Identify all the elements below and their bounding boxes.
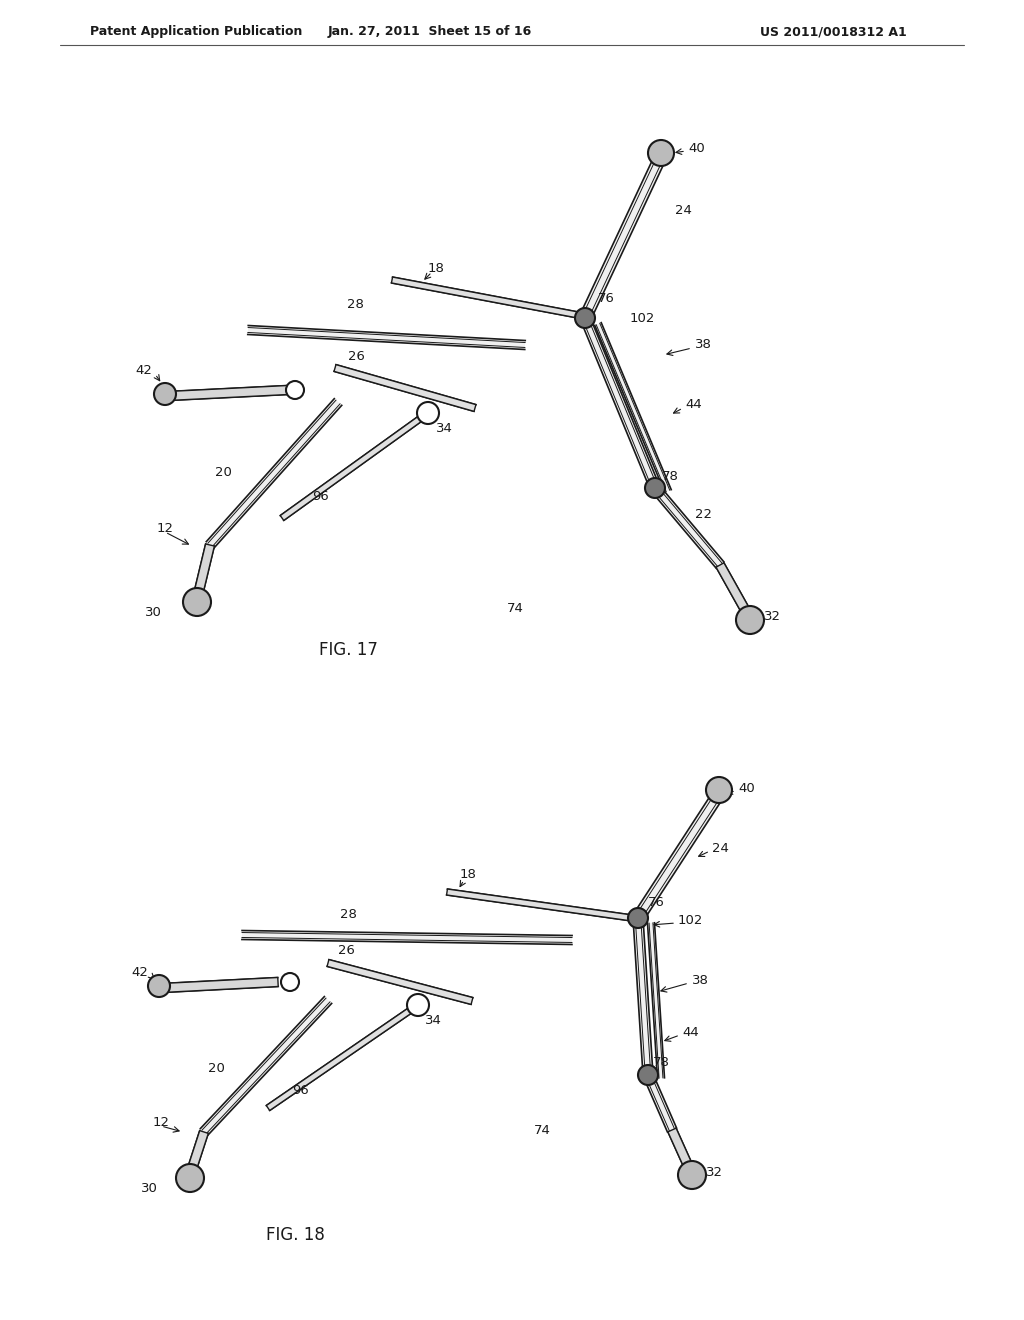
Text: 102: 102 [678,913,703,927]
Text: 42: 42 [131,965,148,978]
Polygon shape [206,399,342,548]
Polygon shape [266,1002,420,1110]
Circle shape [575,308,595,327]
Polygon shape [633,792,723,921]
Circle shape [417,403,439,424]
Polygon shape [643,1073,677,1133]
Text: 18: 18 [428,261,444,275]
Text: 44: 44 [682,1026,698,1039]
Text: FIG. 17: FIG. 17 [318,642,378,659]
Circle shape [706,777,732,803]
Text: 34: 34 [425,1014,442,1027]
Circle shape [638,1065,658,1085]
Text: 18: 18 [460,869,477,882]
Polygon shape [162,978,279,993]
Text: 76: 76 [598,292,614,305]
Text: 78: 78 [653,1056,670,1068]
Polygon shape [391,277,579,318]
Text: 34: 34 [436,421,453,434]
Text: 32: 32 [706,1166,723,1179]
Circle shape [286,381,304,399]
Polygon shape [580,156,666,321]
Text: 24: 24 [675,203,692,216]
Text: 20: 20 [208,1061,225,1074]
Text: 12: 12 [157,521,174,535]
Polygon shape [248,326,525,350]
Text: Patent Application Publication: Patent Application Publication [90,25,302,38]
Polygon shape [194,544,214,597]
Text: 74: 74 [507,602,523,615]
Polygon shape [595,322,671,492]
Circle shape [154,383,176,405]
Circle shape [736,606,764,634]
Text: 38: 38 [695,338,712,351]
Text: Jan. 27, 2011  Sheet 15 of 16: Jan. 27, 2011 Sheet 15 of 16 [328,25,532,38]
Polygon shape [281,411,430,520]
Polygon shape [242,931,572,945]
Text: 30: 30 [145,606,162,619]
Polygon shape [716,562,752,618]
Polygon shape [651,484,724,568]
Text: 12: 12 [153,1115,170,1129]
Text: 28: 28 [340,908,356,921]
Text: 74: 74 [534,1123,551,1137]
Polygon shape [446,890,633,921]
Text: 42: 42 [135,363,152,376]
Text: 38: 38 [692,974,709,986]
Text: 30: 30 [141,1181,158,1195]
Text: 40: 40 [738,781,755,795]
Circle shape [183,587,211,616]
Text: 26: 26 [348,350,365,363]
Text: 96: 96 [312,490,329,503]
Text: 78: 78 [662,470,679,483]
Text: 96: 96 [292,1085,309,1097]
Circle shape [678,1162,706,1189]
Circle shape [148,975,170,997]
Polygon shape [581,315,659,490]
Text: 20: 20 [215,466,231,479]
Text: FIG. 18: FIG. 18 [265,1226,325,1243]
Circle shape [407,994,429,1016]
Circle shape [628,908,648,928]
Polygon shape [168,385,288,400]
Text: US 2011/0018312 A1: US 2011/0018312 A1 [760,25,906,38]
Polygon shape [327,960,473,1005]
Polygon shape [201,997,332,1135]
Circle shape [281,973,299,991]
Text: 76: 76 [648,896,665,909]
Text: 44: 44 [685,399,701,412]
Text: 40: 40 [688,141,705,154]
Circle shape [176,1164,204,1192]
Polygon shape [647,923,665,1078]
Text: 28: 28 [346,298,364,312]
Polygon shape [633,917,653,1076]
Polygon shape [668,1129,694,1172]
Text: 24: 24 [712,842,729,854]
Text: 22: 22 [695,508,712,521]
Circle shape [645,478,665,498]
Circle shape [648,140,674,166]
Polygon shape [186,1131,208,1173]
Text: 102: 102 [630,312,655,325]
Text: 32: 32 [764,610,781,623]
Text: 26: 26 [338,945,355,957]
Polygon shape [334,364,476,412]
